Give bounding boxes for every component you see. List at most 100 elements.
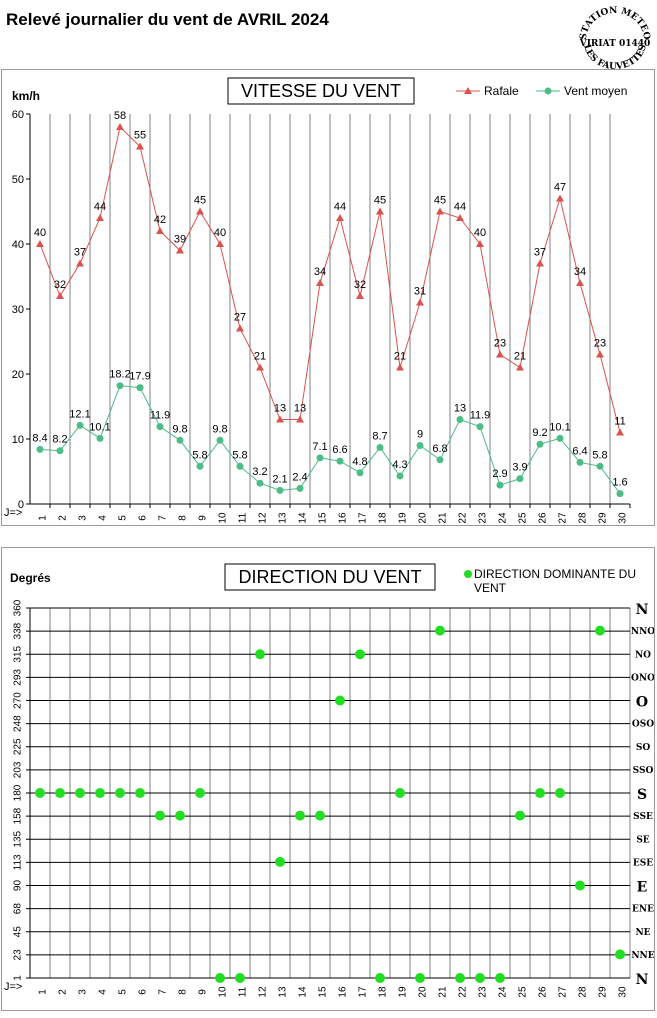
data-point-rafale xyxy=(416,298,424,306)
data-point-direction xyxy=(475,973,485,983)
data-point-rafale xyxy=(236,324,244,332)
data-point-vent-moyen xyxy=(416,442,424,449)
compass-label: SSE xyxy=(633,812,653,822)
x-tick-label: 3 xyxy=(78,989,89,995)
compass-label: SO xyxy=(636,743,650,753)
data-point-vent-moyen xyxy=(616,490,624,498)
data-label: 44 xyxy=(454,201,466,213)
wind-direction-chart-panel: 1 N 23 NNE 45 NE 68 ENE 90 E 113 ESE 135 SE 158 SSE 180 S… xyxy=(1,547,655,1011)
y-tick-label: 360 xyxy=(13,599,24,616)
x-tick-label: 4 xyxy=(98,515,109,521)
data-point-vent-moyen xyxy=(276,486,284,494)
x-tick-label: 28 xyxy=(578,512,589,524)
data-label: 3.2 xyxy=(252,466,267,478)
data-point-vent-moyen xyxy=(116,382,124,390)
data-point-vent-moyen xyxy=(216,436,224,444)
data-point-direction xyxy=(415,973,425,983)
y-tick-label: 135 xyxy=(13,830,24,847)
data-point-rafale xyxy=(76,259,84,267)
data-label: 32 xyxy=(54,279,66,291)
data-point-direction xyxy=(195,788,205,798)
data-point-vent-moyen xyxy=(376,443,384,451)
y-tick-label: 248 xyxy=(13,715,24,732)
x-tick-label: 22 xyxy=(458,512,469,524)
data-label: 13 xyxy=(274,403,286,415)
data-point-vent-moyen xyxy=(556,434,564,442)
data-point-rafale xyxy=(256,363,264,371)
data-point-rafale xyxy=(596,350,604,358)
y-tick-label: 0 xyxy=(18,499,24,511)
data-label: 12.1 xyxy=(69,408,90,420)
x-tick-label: 28 xyxy=(578,986,589,998)
x-tick-label: 1 xyxy=(38,515,49,521)
data-label: 10.1 xyxy=(549,421,570,433)
x-tick-label: 16 xyxy=(338,986,349,998)
data-point-rafale xyxy=(116,123,124,130)
data-label: 17.9 xyxy=(129,371,150,383)
data-label: 13 xyxy=(454,403,466,415)
data-point-rafale xyxy=(216,240,224,247)
x-tick-label: 29 xyxy=(598,512,609,524)
data-label: 44 xyxy=(94,201,106,213)
x-tick-label: 15 xyxy=(318,512,329,524)
data-label: 31 xyxy=(414,286,426,298)
series-line-rafale xyxy=(39,126,621,433)
data-label: 34 xyxy=(574,266,586,278)
legend-marker xyxy=(464,570,472,578)
x-tick-label: 17 xyxy=(358,512,369,524)
data-point-vent-moyen xyxy=(536,440,544,448)
data-point-rafale xyxy=(276,415,284,423)
compass-label: ONO xyxy=(631,673,654,683)
data-point-rafale xyxy=(456,214,464,221)
data-label: 9.2 xyxy=(532,427,547,439)
legend-label: DIRECTION DOMINANTE DU xyxy=(474,567,636,581)
x-tick-label: 24 xyxy=(498,986,509,998)
data-point-rafale xyxy=(96,214,104,221)
data-point-rafale xyxy=(496,350,504,358)
data-point-vent-moyen xyxy=(96,434,104,442)
data-label: 45 xyxy=(194,195,206,207)
compass-label: E xyxy=(637,880,648,896)
data-label: 45 xyxy=(434,195,446,207)
data-point-direction xyxy=(275,856,285,867)
compass-label: ENE xyxy=(632,905,654,915)
x-tick-label: 6 xyxy=(138,989,149,995)
data-point-vent-moyen xyxy=(516,475,524,483)
data-label: 18.2 xyxy=(109,369,130,381)
x-tick-label: 20 xyxy=(418,986,429,998)
data-point-rafale xyxy=(56,292,64,299)
x-tick-label: 27 xyxy=(558,512,569,524)
y-tick-label: 50 xyxy=(12,174,24,186)
y-tick-label: 338 xyxy=(13,622,24,639)
data-label: 8.7 xyxy=(372,430,387,442)
data-point-vent-moyen xyxy=(156,423,164,431)
data-point-vent-moyen xyxy=(596,462,604,470)
data-point-rafale xyxy=(316,279,324,286)
compass-label: ESE xyxy=(633,858,653,868)
data-point-vent-moyen xyxy=(496,481,504,489)
data-label: 10.1 xyxy=(89,421,110,433)
data-label: 4.3 xyxy=(392,459,407,471)
y-tick-label: 158 xyxy=(13,807,24,824)
legend-label: Vent moyen xyxy=(564,84,627,98)
chart-title: DIRECTION DU VENT xyxy=(238,567,421,587)
data-label: 55 xyxy=(134,130,146,142)
x-tick-label: 25 xyxy=(518,986,529,998)
data-point-rafale xyxy=(296,415,304,423)
data-point-direction xyxy=(135,788,145,798)
data-point-rafale xyxy=(196,207,204,215)
data-label: 11 xyxy=(614,416,625,428)
x-tick-label: 11 xyxy=(238,986,249,997)
data-point-rafale xyxy=(356,292,364,299)
data-point-rafale xyxy=(436,207,444,215)
x-tick-label: 27 xyxy=(558,986,569,998)
data-label: 11.9 xyxy=(150,410,171,422)
x-tick-label: 21 xyxy=(438,512,449,524)
legend-marker xyxy=(464,87,472,94)
x-tick-label: 22 xyxy=(458,986,469,998)
data-label: 6.8 xyxy=(432,443,447,455)
y-tick-label: 20 xyxy=(12,369,24,381)
x-tick-label: 26 xyxy=(538,986,549,998)
y-tick-label: 30 xyxy=(12,304,24,316)
data-point-direction xyxy=(535,788,545,798)
